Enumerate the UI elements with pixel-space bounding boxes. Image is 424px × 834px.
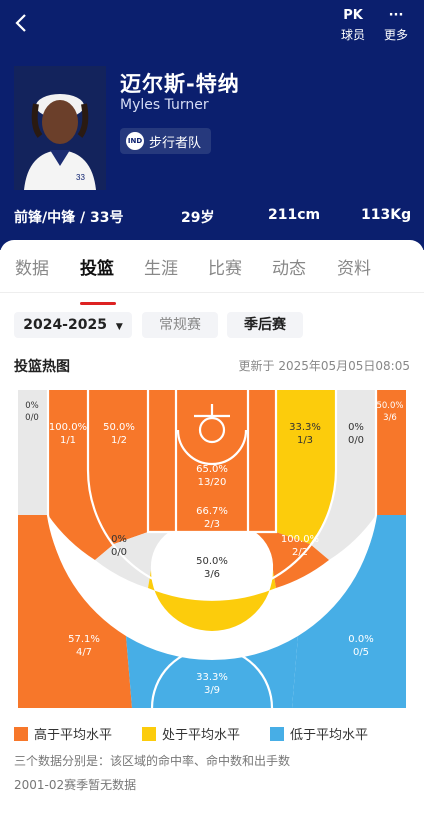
player-name-cn: 迈尔斯-特纳	[120, 72, 240, 96]
pk-icon: PK	[343, 8, 363, 23]
legend-above-swatch	[14, 726, 28, 741]
legend-average-swatch	[142, 726, 156, 741]
zone-label-attempts: 0/5	[353, 647, 369, 658]
shot-heatmap: 0% 0/0 100.0% 1/1 50.0% 1/2 65.0% 13/20 33.3% 1/3…	[18, 390, 406, 708]
zone-label-attempts: 1/3	[297, 435, 313, 446]
zone-label-attempts: 4/7	[76, 647, 92, 658]
zone-restricted-area	[148, 390, 276, 472]
zone-label-pct: 50.0%	[103, 422, 135, 433]
zone-label-attempts: 3/6	[383, 413, 397, 423]
zone-label-attempts: 3/9	[204, 685, 220, 696]
zone-label-pct: 57.1%	[68, 634, 100, 645]
zone-paint-top	[148, 472, 276, 532]
player-age: 29岁	[181, 210, 215, 226]
zone-label-pct: 33.3%	[196, 672, 228, 683]
legend-average: 处于平均水平	[142, 724, 240, 743]
zone-label-pct: 66.7%	[196, 506, 228, 517]
legend-below-label: 低于平均水平	[290, 728, 369, 743]
dropdown-caret-icon: ▼	[115, 322, 123, 332]
zone-label-attempts: 2/3	[204, 519, 220, 530]
zone-label-attempts: 0/0	[111, 547, 127, 558]
zone-right-corner-3	[376, 390, 406, 515]
tab-news[interactable]: 动态	[272, 259, 306, 279]
zone-label-attempts: 0/0	[348, 435, 364, 446]
zone-right-wing-3	[292, 515, 406, 708]
back-button[interactable]	[14, 12, 28, 41]
more-icon: ···	[388, 8, 404, 23]
zone-label-attempts: 3/6	[204, 569, 220, 580]
no-data-note: 2001-02赛季暂无数据	[14, 778, 137, 792]
playoffs-filter[interactable]: 季后赛	[227, 312, 303, 338]
zone-label-attempts: 1/1	[60, 435, 76, 446]
season-value: 2024-2025	[23, 317, 107, 333]
player-weight: 113Kg	[361, 207, 412, 223]
more-button[interactable]: ··· 更多	[376, 6, 416, 43]
chevron-left-icon	[15, 14, 26, 32]
zone-top-key-2	[148, 570, 276, 631]
zone-label-attempts: 0/0	[25, 413, 39, 423]
update-time: 更新于 2025年05月05日08:05	[238, 359, 410, 373]
data-explanation: 三个数据分别是：该区域的命中率、命中数和出手数	[14, 754, 291, 768]
zone-label-pct: 65.0%	[196, 464, 228, 475]
active-tab-indicator	[80, 302, 116, 305]
zone-label-pct: 50.0%	[196, 556, 228, 567]
zone-label-attempts: 2/2	[292, 547, 308, 558]
player-name-en: Myles Turner	[120, 97, 209, 113]
zone-left-short-2	[88, 390, 148, 544]
tab-bar: 数据 投篮 生涯 比赛 动态 资料	[0, 254, 424, 305]
team-name: 步行者队	[149, 135, 202, 151]
zone-label-attempts: 1/2	[111, 435, 127, 446]
player-height: 211cm	[268, 207, 321, 223]
season-select[interactable]: 2024-2025 ▼	[14, 312, 132, 338]
tab-shooting[interactable]: 投篮	[80, 259, 114, 279]
pk-label: 球员	[340, 28, 365, 42]
zone-left-corner-3	[18, 390, 48, 515]
legend-below-swatch	[270, 726, 284, 741]
zone-top-3	[126, 636, 298, 708]
zone-label-pct: 0%	[25, 401, 39, 411]
zone-label-pct: 100.0%	[49, 422, 87, 433]
svg-text:33: 33	[76, 173, 85, 182]
tab-divider	[0, 292, 424, 293]
chart-title: 投篮热图	[14, 359, 70, 375]
zone-label-pct: 33.3%	[289, 422, 321, 433]
legend-below: 低于平均水平	[270, 724, 368, 743]
position-number: 前锋/中锋 / 33号	[14, 210, 124, 226]
zone-left-wing-3	[18, 515, 132, 708]
team-badge[interactable]: IND 步行者队	[120, 128, 212, 154]
legend-average-label: 处于平均水平	[162, 728, 241, 743]
regular-season-filter[interactable]: 常规赛	[142, 312, 218, 338]
zone-label-attempts: 13/20	[198, 477, 227, 488]
team-logo-icon: IND	[126, 132, 144, 150]
zone-label-pct: 0.0%	[348, 634, 373, 645]
tab-games[interactable]: 比赛	[208, 259, 242, 279]
zone-label-pct: 50.0%	[376, 401, 403, 411]
pk-button[interactable]: PK 球员	[333, 6, 373, 43]
zone-right-short-2	[276, 390, 336, 544]
player-header: PK 球员 ··· 更多 33 迈尔斯-特纳 Myles Turner IND …	[0, 0, 424, 250]
tab-stats[interactable]: 数据	[15, 259, 49, 279]
zone-label-pct: 0%	[111, 534, 127, 545]
tab-profile[interactable]: 资料	[337, 259, 371, 279]
more-label: 更多	[383, 28, 408, 42]
tab-career[interactable]: 生涯	[144, 259, 178, 279]
legend-above: 高于平均水平	[14, 724, 112, 743]
zone-label-pct: 0%	[348, 422, 364, 433]
player-avatar: 33	[14, 66, 106, 190]
legend-above-label: 高于平均水平	[34, 728, 113, 743]
zone-label-pct: 100.0%	[281, 534, 319, 545]
